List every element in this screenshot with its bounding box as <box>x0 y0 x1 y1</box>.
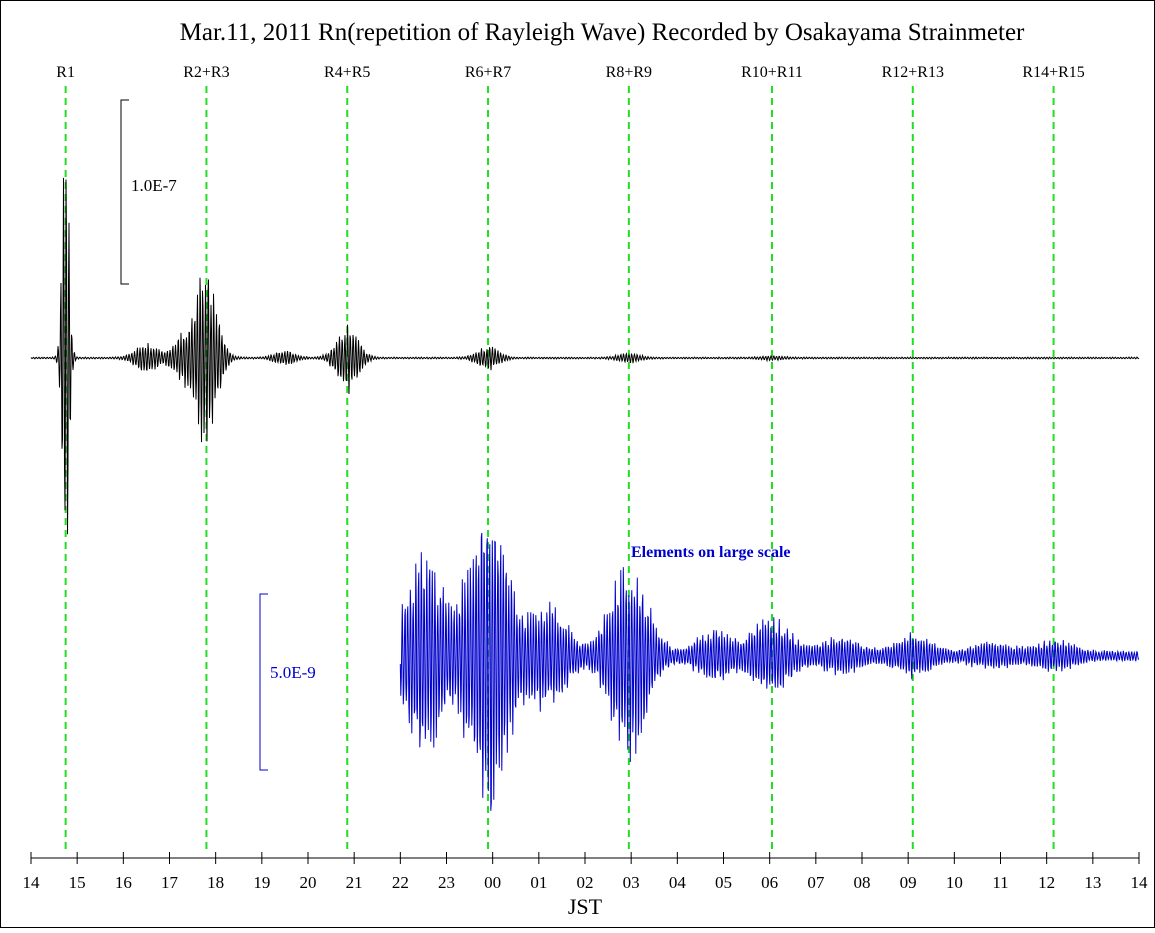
scale-bar-label: 5.0E-9 <box>270 663 316 682</box>
x-tick-label: 11 <box>992 873 1008 892</box>
scale-bars: 1.0E-7 5.0E-9 <box>120 99 316 771</box>
marker-label: R14+R15 <box>1022 64 1084 81</box>
x-tick-label: 01 <box>530 873 547 892</box>
scale-bar <box>259 593 268 771</box>
x-tick-label: 10 <box>946 873 963 892</box>
x-tick-label: 05 <box>715 873 732 892</box>
x-tick-label: 12 <box>1038 873 1055 892</box>
x-tick-label: 20 <box>300 873 317 892</box>
chart-title: Mar.11, 2011 Rn(repetition of Rayleigh W… <box>180 19 1025 46</box>
x-tick-label: 09 <box>900 873 917 892</box>
x-axis-label: JST <box>568 894 603 919</box>
x-tick-label: 21 <box>346 873 363 892</box>
x-tick-label: 17 <box>161 873 179 892</box>
x-tick-label: 15 <box>69 873 86 892</box>
x-tick-label: 13 <box>1084 873 1101 892</box>
x-tick-label: 06 <box>761 873 778 892</box>
time-axis: 14 15 16 17 18 19 20 21 22 23 00 01 02 03 04 05 06 07 08 09… <box>23 852 1149 892</box>
x-tick-label: 03 <box>623 873 640 892</box>
x-tick-label: 02 <box>577 873 594 892</box>
marker-label: R10+R11 <box>741 64 803 81</box>
marker-label: R4+R5 <box>324 64 370 81</box>
x-tick-label: 19 <box>253 873 270 892</box>
x-tick-label: 14 <box>1131 873 1149 892</box>
x-tick-label: 22 <box>392 873 409 892</box>
scale-bar <box>120 99 129 285</box>
x-tick-label: 00 <box>484 873 501 892</box>
waveform-trace-1 <box>30 177 1140 535</box>
x-tick-label: 04 <box>669 873 687 892</box>
marker-label: R12+R13 <box>882 64 944 81</box>
marker-label: R6+R7 <box>465 64 511 81</box>
waveform-trace-2 <box>399 532 1140 811</box>
x-tick-label: 16 <box>115 873 132 892</box>
large-scale-annotation: Elements on large scale <box>631 544 791 561</box>
marker-label: R8+R9 <box>606 64 652 81</box>
x-tick-label: 08 <box>854 873 871 892</box>
x-tick-label: 14 <box>23 873 41 892</box>
x-tick-label: 18 <box>207 873 224 892</box>
x-tick-label: 23 <box>438 873 455 892</box>
marker-label: R1 <box>56 64 75 81</box>
waveform-traces <box>30 177 1140 811</box>
marker-label: R2+R3 <box>183 64 229 81</box>
x-tick-label: 07 <box>807 873 825 892</box>
scale-bar-label: 1.0E-7 <box>131 176 177 195</box>
